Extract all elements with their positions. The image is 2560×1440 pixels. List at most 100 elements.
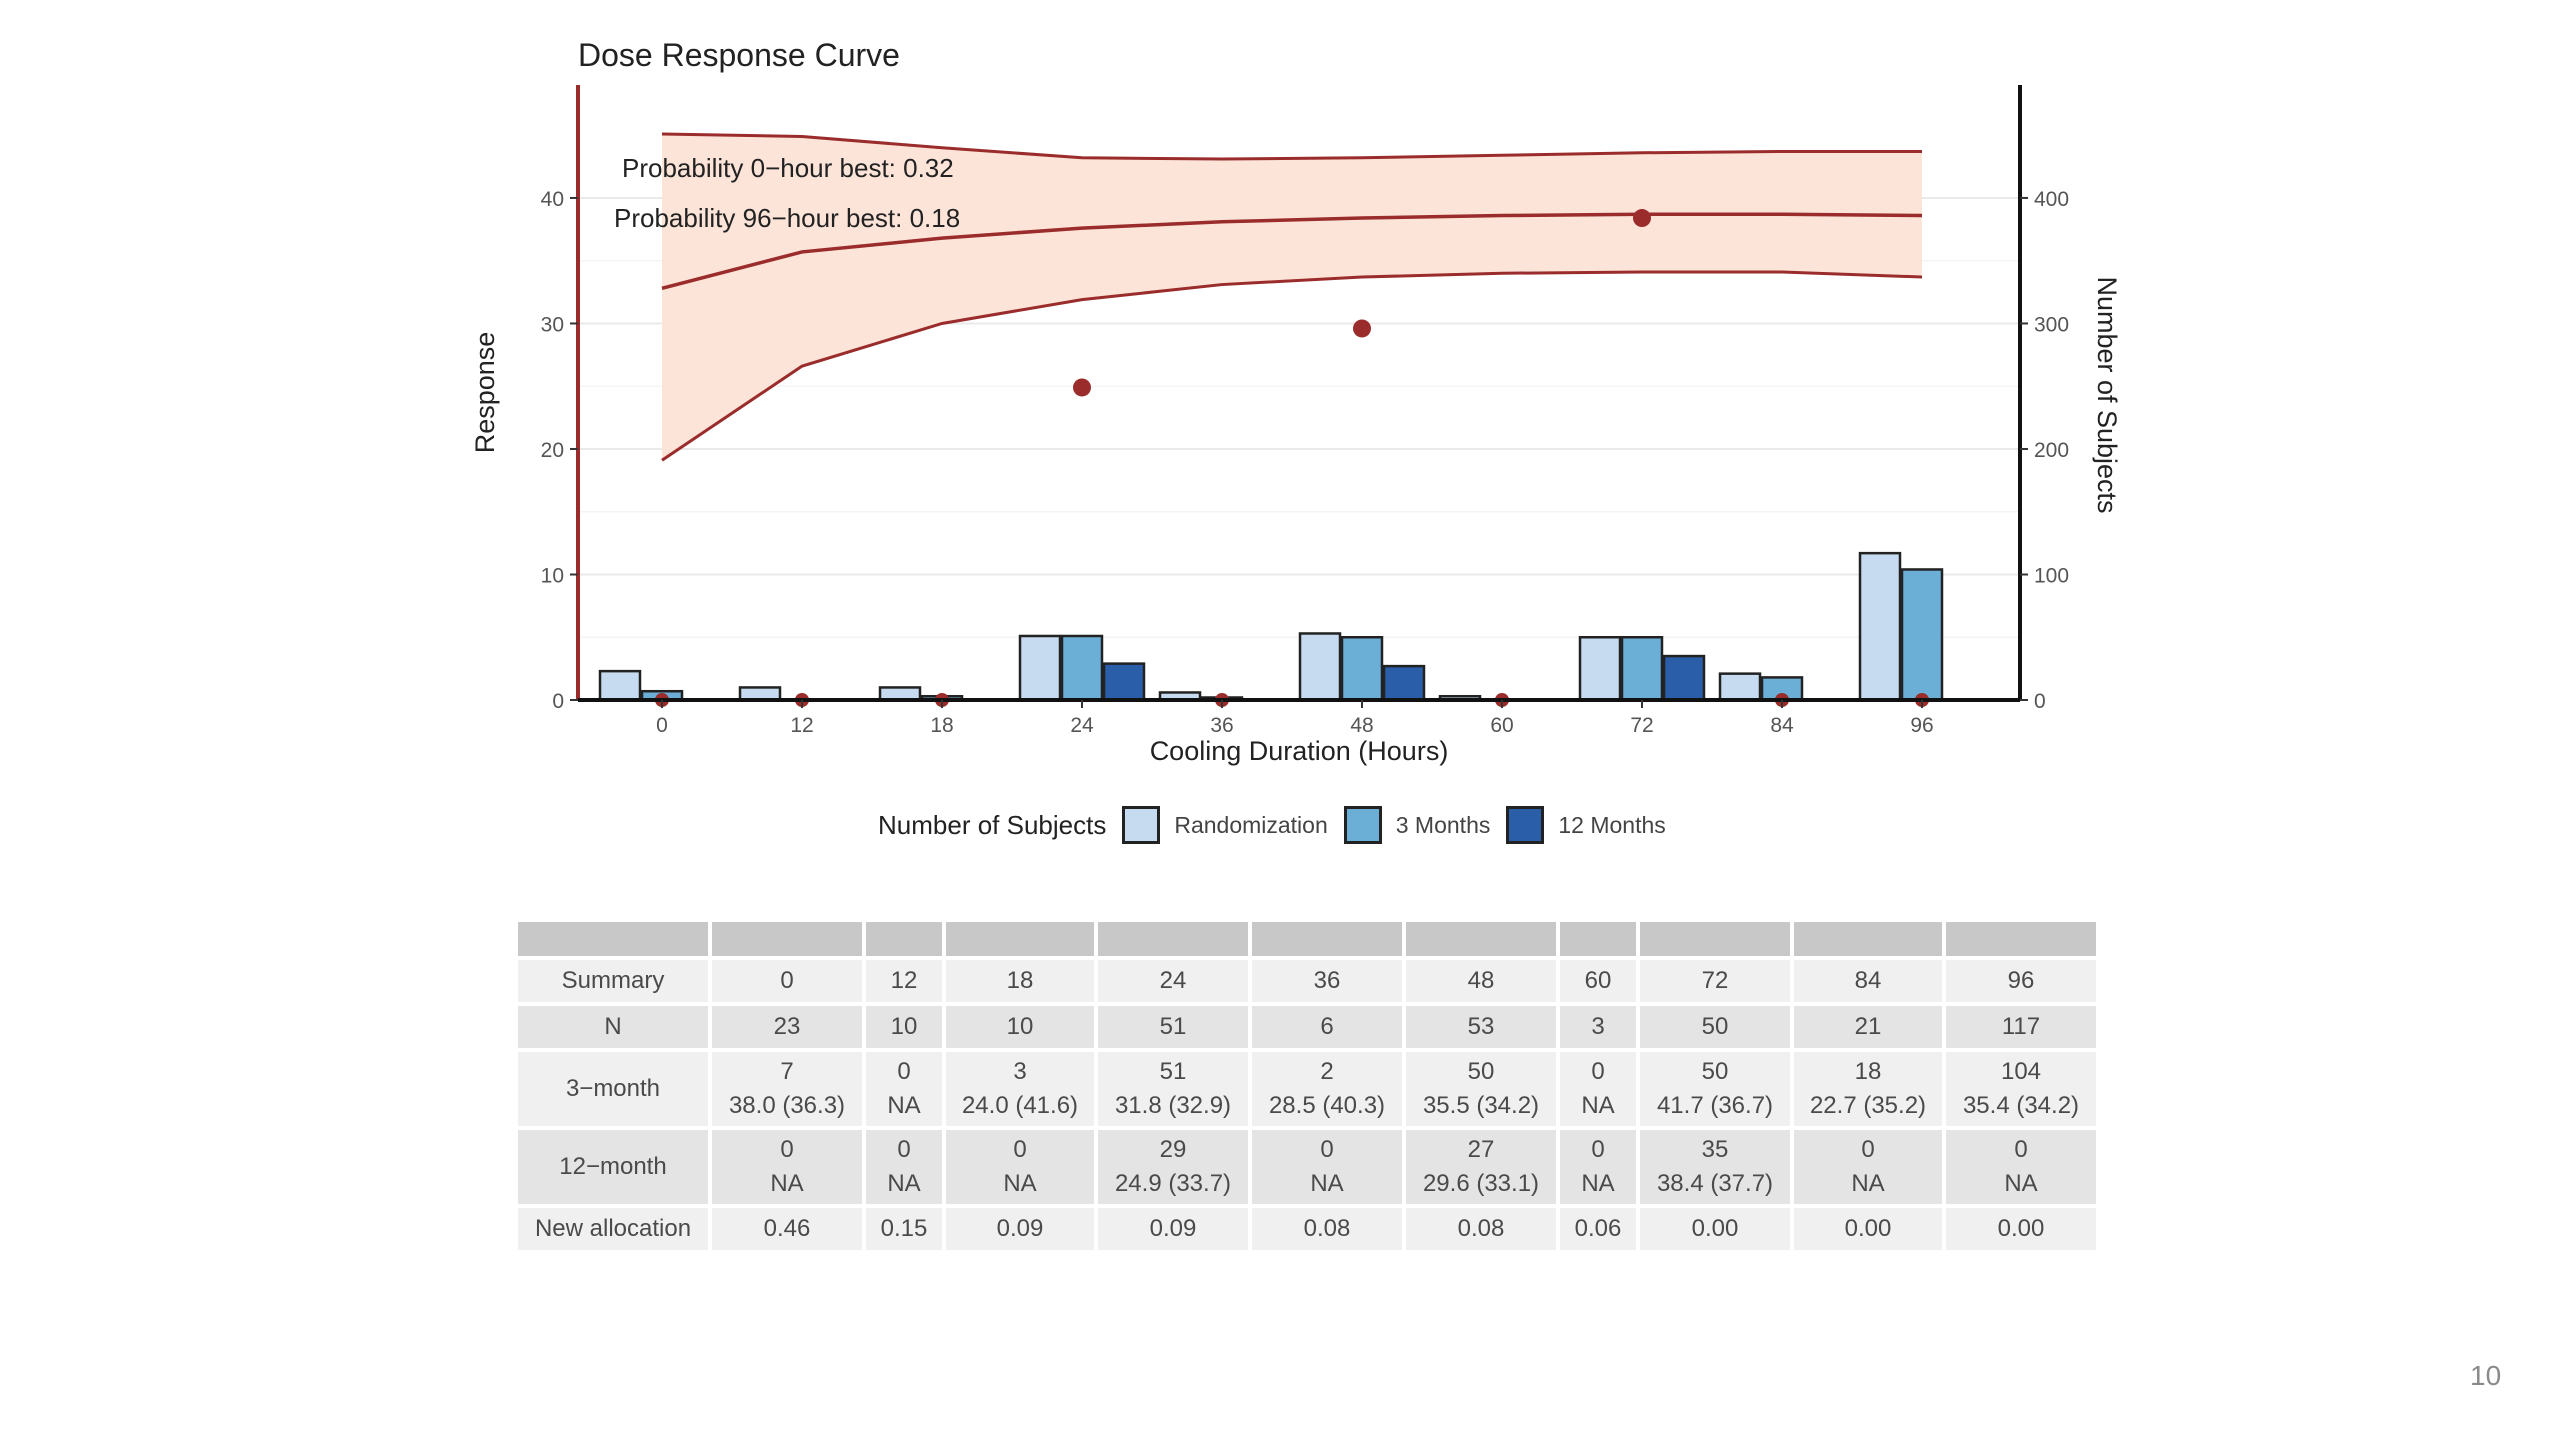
cell-count: 10 [890,1013,918,1040]
cell-mean-sd: 38.0 (36.3) [728,1092,846,1119]
bar-3-months-24 [1060,634,1104,702]
cell-count: 0 [780,1136,794,1163]
table-cell: 51 31.8 (32.9) [1098,1052,1248,1126]
observed-point-72 [1633,209,1651,228]
table-cell: 12 [866,960,942,1002]
table-cell: 23 [712,1006,862,1048]
table-cell: 50 35.5 (34.2) [1406,1052,1556,1126]
cell-mean-sd: NA [887,1092,921,1119]
legend-label-randomization: Randomization [1174,811,1328,838]
cell-mean-sd: NA [770,1170,804,1197]
cell-count: 3 [1013,1058,1027,1085]
band-upper-line [661,132,1922,161]
cell-mean-sd: 38.4 (37.7) [1656,1170,1774,1197]
x-tick-label-84: 84 [1770,714,1794,737]
cell-mean-sd: 22.7 (35.2) [1809,1092,1927,1119]
table-row-label: N [518,1006,708,1048]
y2-tick-label: 100 [2034,564,2069,587]
y-tick-label: 30 [541,313,564,336]
table-cell: 0.00 [1946,1208,2096,1250]
x-tick-label-48: 48 [1350,714,1373,737]
cell-count: 0 [780,967,794,994]
bar-randomization-96 [1858,551,1902,702]
cell-count: 0 [1591,1058,1605,1085]
y-tick-label: 20 [541,439,564,462]
bar-3-months-96 [1900,568,1944,702]
table-row: N 23 10 10 51 6 53 3 50 21 117 [518,1006,2096,1048]
table-cell: 0 NA [1560,1130,1636,1204]
bar-randomization-0 [598,669,642,702]
table-cell: 0.15 [866,1208,942,1250]
cell-mean-sd: 35.4 (34.2) [1962,1092,2080,1119]
cell-mean-sd: 35.5 (34.2) [1422,1092,1540,1119]
annotation-0-hour-best: Probability 0−hour best: 0.32 [622,153,954,183]
cell-mean-sd: NA [1581,1092,1615,1119]
cell-count: 3 [1591,1013,1605,1040]
table-cell: 0.09 [946,1208,1094,1250]
table-cell: 6 [1252,1006,1402,1048]
cell-mean-sd: NA [2004,1170,2038,1197]
cell-count: 50 [1467,1058,1495,1085]
x-tick-label-0: 0 [656,714,668,737]
table-cell: 104 35.4 (34.2) [1946,1052,2096,1126]
cell-mean-sd: NA [1851,1170,1885,1197]
bar-3-months-72 [1620,635,1664,702]
y-tick-label: 40 [541,188,564,211]
y2-tick-label: 300 [2034,313,2069,336]
table-cell: 0.08 [1406,1208,1556,1250]
x-tick-label-72: 72 [1630,714,1653,737]
table-header-cell [1794,922,1942,956]
table-cell: 2 28.5 (40.3) [1252,1052,1402,1126]
summary-table: Summary 0 12 18 24 36 48 60 72 84 96 N 23 10 10 51 6 53 3 5… [514,918,2100,1254]
table-header-cell [1406,922,1556,956]
table-cell: 0 NA [1252,1130,1402,1204]
cell-mean-sd: NA [1581,1170,1615,1197]
chart-title: Dose Response Curve [578,37,900,73]
table-cell: 0 NA [712,1130,862,1204]
annotation-96-hour-best: Probability 96−hour best: 0.18 [614,203,960,233]
table-cell: 50 [1640,1006,1790,1048]
table-header-row [518,922,2096,956]
page-number: 10 [2470,1360,2502,1391]
table-cell: 53 [1406,1006,1556,1048]
y2-tick-label: 200 [2034,439,2069,462]
y-axis-label: Response [470,332,500,454]
table-header-cell [1560,922,1636,956]
cell-count: 35 [1701,1136,1729,1163]
table-cell: 0.00 [1794,1208,1942,1250]
legend-swatch-3-months [1343,806,1382,844]
x-tick-label-18: 18 [930,714,953,737]
cell-count: 24 [1159,967,1187,994]
cell-mean-sd: 28.5 (40.3) [1268,1092,1386,1119]
cell-count: 0.15 [880,1215,928,1242]
table-cell: 0 NA [946,1130,1094,1204]
legend-label-3-months: 3 Months [1395,811,1491,838]
cell-count: 0.09 [996,1215,1044,1242]
cell-count: 0.00 [1844,1215,1892,1242]
observed-point-48 [1353,319,1371,338]
table-cell: 21 [1794,1006,1942,1048]
cell-count: 2 [1320,1058,1334,1085]
bar-12-months-72 [1662,654,1706,702]
cell-count: 84 [1854,967,1882,994]
table-cell: 29 24.9 (33.7) [1098,1130,1248,1204]
table-cell: 18 22.7 (35.2) [1794,1052,1942,1126]
cell-count: 72 [1701,967,1729,994]
table-cell: 0.46 [712,1208,862,1250]
cell-count: 0 [1320,1136,1334,1163]
cell-count: 0.08 [1303,1215,1351,1242]
cell-count: 10 [1006,1013,1034,1040]
y2-tick-label: 400 [2034,188,2069,211]
cell-count: 104 [2000,1058,2042,1085]
table-row: 12−month 0 NA 0 NA 0 NA 29 24.9 (33.7) 0 NA 27 29.6 … [518,1130,2096,1204]
cell-count: 0 [1591,1136,1605,1163]
legend-item-randomization: Randomization [1122,806,1328,844]
table-cell: 3 [1560,1006,1636,1048]
table-cell: 0 NA [866,1130,942,1204]
x-tick-label-12: 12 [790,714,813,737]
cell-count: 0 [1013,1136,1027,1163]
table-header-cell [1252,922,1402,956]
table-cell: 10 [866,1006,942,1048]
table-cell: 0.00 [1640,1208,1790,1250]
cell-count: 0.00 [1691,1215,1739,1242]
